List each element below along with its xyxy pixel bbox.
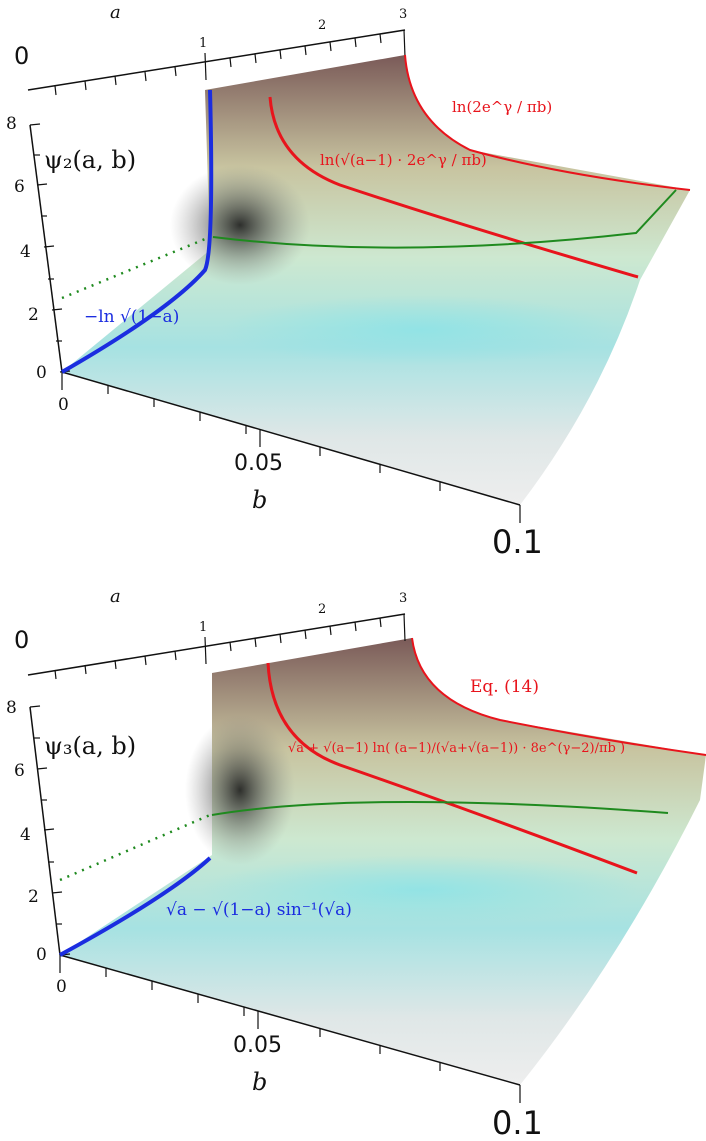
green-dotted-line (61, 235, 211, 300)
surface-shadow (170, 165, 310, 285)
green-curve (212, 189, 677, 249)
b-axis-line-2 (59, 954, 521, 1086)
blue-curve (61, 89, 214, 374)
label-red-mid: ln(√(a−1) · 2e^γ / πb) (320, 151, 487, 169)
label-red-mid-2: √a + √(a−1) ln( (a−1)/(√a+√(a−1)) · 8e^(… (288, 741, 625, 756)
a-axis-line-2 (27, 613, 406, 676)
b-tick-01: 0.1 (492, 523, 543, 561)
red-curve-top-2 (411, 637, 706, 756)
red-curve-mid-2 (266, 662, 638, 875)
a-axis-label-2: a (110, 586, 121, 607)
a-tick-1: 1 (199, 36, 207, 51)
z-tick-8-2: 8 (6, 698, 17, 718)
surface-shadow-2 (185, 715, 295, 865)
surface-psi2 (62, 55, 690, 505)
b-tick-005-2: 0.05 (233, 1033, 282, 1058)
z-axis-label-2: ψ₃(a, b) (44, 732, 136, 760)
a-tick-1-2: 1 (199, 620, 207, 635)
b-tick-0-2: 0 (56, 977, 67, 997)
green-curve-2 (211, 801, 669, 816)
z-tick-0: 0 (36, 363, 47, 383)
label-red-top: ln(2e^γ / πb) (452, 98, 552, 116)
z-tick-6-2: 6 (14, 761, 25, 781)
z-tick-2-2: 2 (28, 887, 39, 907)
red-curve-mid (268, 96, 639, 279)
a-axis-line (27, 29, 406, 91)
a-tick-2-2: 2 (318, 602, 326, 617)
b-axis-label-2: b (252, 1068, 267, 1096)
b-axis-ticks (61, 372, 521, 523)
a-axis-ticks (54, 29, 406, 96)
label-blue-2: √a − √(1−a) sin⁻¹(√a) (166, 900, 352, 920)
a-axis-label: a (110, 2, 121, 23)
red-curve-top (404, 54, 691, 191)
a-tick-0-2: 0 (14, 626, 29, 654)
a-tick-2: 2 (318, 18, 326, 33)
panel-psi3: a 0 1 2 3 8 6 4 2 0 ψ₃(a, b) 0 0.05 (6, 586, 706, 1141)
a-tick-3: 3 (399, 7, 407, 22)
a-axis-ticks-2 (54, 613, 406, 680)
green-dotted-line-2 (59, 813, 211, 882)
b-tick-01-2: 0.1 (492, 1104, 543, 1141)
b-tick-005: 0.05 (234, 451, 283, 476)
b-axis-line (61, 371, 521, 506)
label-blue: −ln √(1−a) (84, 307, 179, 327)
b-tick-0: 0 (58, 395, 69, 415)
z-axis-line-2 (29, 706, 61, 956)
b-axis-label: b (252, 486, 267, 514)
surface-highlight-2 (200, 855, 640, 925)
z-axis-label: ψ₂(a, b) (44, 146, 136, 174)
z-axis-line (29, 124, 63, 373)
a-tick-0: 0 (14, 42, 29, 70)
z-tick-4-2: 4 (20, 825, 31, 845)
z-tick-0-2: 0 (36, 945, 47, 965)
label-red-top-2: Eq. (14) (470, 677, 539, 697)
z-tick-6: 6 (14, 177, 25, 197)
blue-curve-2 (59, 856, 212, 957)
b-axis-ticks-2 (59, 955, 521, 1103)
z-tick-4: 4 (20, 242, 31, 262)
z-tick-2: 2 (28, 305, 39, 325)
a-tick-3-2: 3 (399, 591, 407, 606)
panel-psi2: a 0 1 2 3 8 6 4 2 0 ψ₂(a, b) 0 0.05 (6, 2, 691, 561)
surface-highlight (220, 295, 620, 365)
z-tick-8: 8 (6, 114, 17, 134)
